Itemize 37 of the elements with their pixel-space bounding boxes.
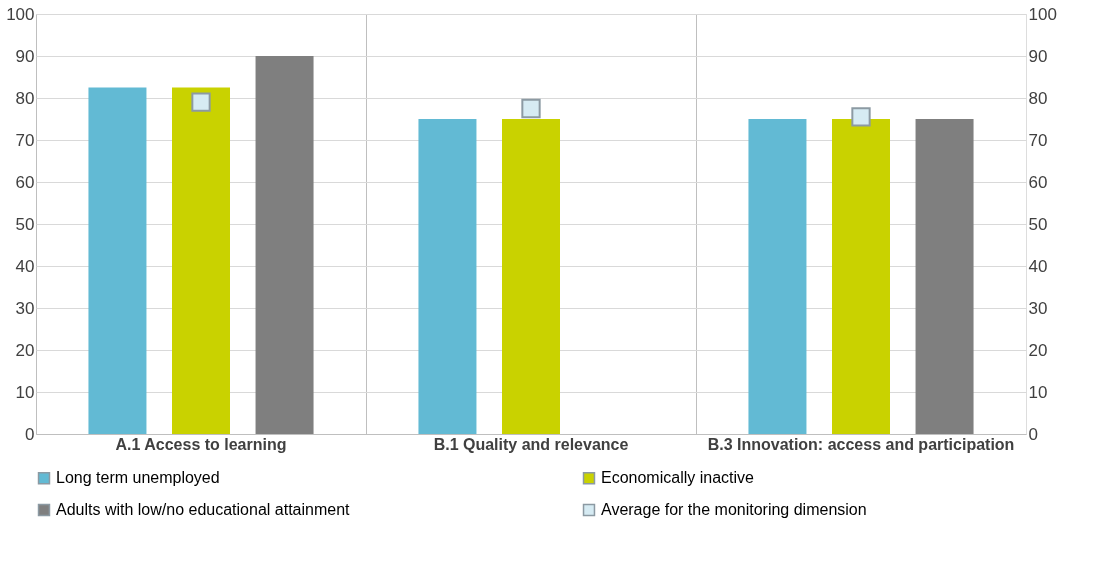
y-tick-label: 40 bbox=[15, 256, 35, 276]
bar bbox=[418, 119, 477, 434]
bar bbox=[915, 119, 974, 434]
y2-tick-label: 20 bbox=[1028, 340, 1048, 360]
legend-label: Adults with low/no educational attainment bbox=[56, 501, 351, 518]
legend-label: Economically inactive bbox=[601, 469, 755, 487]
y2-tick-label: 90 bbox=[1028, 46, 1048, 66]
y2-tick-label: 40 bbox=[1028, 256, 1048, 276]
y-tick-label: 30 bbox=[15, 298, 35, 318]
legend-label: Average for the monitoring dimension bbox=[601, 501, 867, 518]
y2-tick-label: 80 bbox=[1028, 88, 1048, 108]
x-tick-label: B.3 Innovation: access and participation bbox=[707, 435, 1015, 453]
bar bbox=[748, 119, 807, 434]
y-tick-label: 100 bbox=[6, 4, 35, 24]
y2-tick-label: 10 bbox=[1028, 382, 1048, 402]
bar bbox=[172, 87, 230, 434]
y-tick-label: 60 bbox=[15, 172, 35, 192]
bar bbox=[832, 119, 890, 434]
y-tick-label: 10 bbox=[15, 382, 35, 402]
y2-tick-label: 100 bbox=[1028, 4, 1057, 24]
bar bbox=[88, 87, 147, 434]
x-tick-label: A.1 Access to learning bbox=[115, 435, 287, 453]
y2-tick-label: 60 bbox=[1028, 172, 1048, 192]
y-tick-label: 70 bbox=[15, 130, 35, 150]
bar bbox=[255, 56, 314, 434]
bar bbox=[502, 119, 560, 434]
y-tick-label: 0 bbox=[25, 424, 35, 444]
y2-tick-label: 30 bbox=[1028, 298, 1048, 318]
y2-tick-label: 70 bbox=[1028, 130, 1048, 150]
y2-tick-label: 50 bbox=[1028, 214, 1048, 234]
legend-label: Long term unemployed bbox=[56, 469, 220, 487]
x-tick-label: B.1 Quality and relevance bbox=[433, 435, 629, 453]
y-tick-label: 80 bbox=[15, 88, 35, 108]
y-tick-label: 20 bbox=[15, 340, 35, 360]
y-tick-label: 90 bbox=[15, 46, 35, 66]
y2-tick-label: 0 bbox=[1028, 424, 1038, 444]
y-tick-label: 50 bbox=[15, 214, 35, 234]
